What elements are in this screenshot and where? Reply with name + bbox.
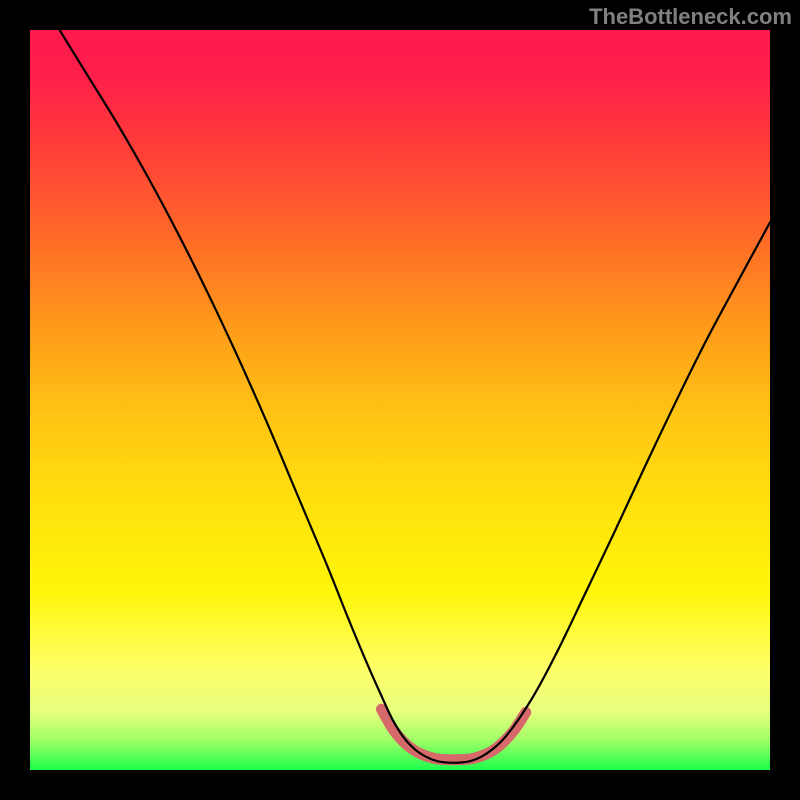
- chart-svg: [0, 0, 800, 800]
- gradient-background: [30, 30, 770, 770]
- watermark-text: TheBottleneck.com: [589, 4, 792, 30]
- bottleneck-chart: TheBottleneck.com: [0, 0, 800, 800]
